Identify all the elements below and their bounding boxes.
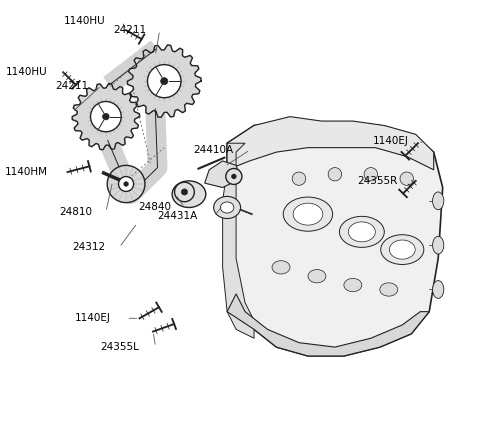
Circle shape — [103, 113, 109, 120]
Polygon shape — [72, 83, 140, 150]
Circle shape — [107, 165, 145, 202]
Text: 1140HM: 1140HM — [4, 167, 48, 177]
Circle shape — [147, 65, 181, 98]
Text: 24840: 24840 — [138, 202, 171, 212]
Circle shape — [91, 102, 121, 132]
Ellipse shape — [172, 181, 206, 207]
Circle shape — [226, 169, 242, 185]
Text: 24312: 24312 — [73, 242, 106, 252]
Text: 24355R: 24355R — [358, 176, 398, 186]
Circle shape — [175, 182, 194, 202]
Ellipse shape — [348, 222, 375, 242]
Ellipse shape — [283, 197, 333, 231]
Text: 1140HU: 1140HU — [6, 67, 48, 77]
Ellipse shape — [293, 203, 323, 225]
Text: 24810: 24810 — [60, 207, 92, 217]
Polygon shape — [227, 294, 429, 356]
Circle shape — [292, 172, 306, 186]
Text: 24410A: 24410A — [194, 145, 234, 155]
Text: 24211: 24211 — [55, 81, 88, 91]
Ellipse shape — [308, 269, 326, 283]
Ellipse shape — [432, 281, 444, 298]
Circle shape — [124, 182, 128, 186]
FancyArrowPatch shape — [198, 157, 225, 169]
Text: 1140HU: 1140HU — [64, 17, 106, 26]
Ellipse shape — [339, 216, 384, 248]
Text: 24355L: 24355L — [101, 342, 140, 352]
Polygon shape — [227, 116, 434, 170]
Text: 1140EJ: 1140EJ — [373, 136, 409, 146]
Text: 1140EJ: 1140EJ — [74, 313, 110, 323]
Polygon shape — [204, 161, 240, 187]
Ellipse shape — [344, 278, 362, 292]
Ellipse shape — [380, 283, 398, 296]
Ellipse shape — [272, 260, 290, 274]
Ellipse shape — [214, 196, 240, 219]
Circle shape — [364, 168, 378, 181]
Circle shape — [400, 172, 413, 186]
Circle shape — [161, 78, 168, 85]
Ellipse shape — [389, 240, 415, 259]
Polygon shape — [223, 143, 254, 338]
Circle shape — [181, 189, 188, 195]
Ellipse shape — [432, 236, 444, 254]
Circle shape — [119, 177, 133, 191]
Text: 24211: 24211 — [113, 25, 146, 35]
Polygon shape — [127, 45, 201, 117]
Text: 24431A: 24431A — [157, 211, 198, 221]
Polygon shape — [227, 121, 443, 356]
Circle shape — [231, 174, 237, 179]
Ellipse shape — [220, 202, 234, 213]
Circle shape — [328, 168, 342, 181]
Ellipse shape — [432, 192, 444, 210]
Ellipse shape — [381, 235, 424, 264]
